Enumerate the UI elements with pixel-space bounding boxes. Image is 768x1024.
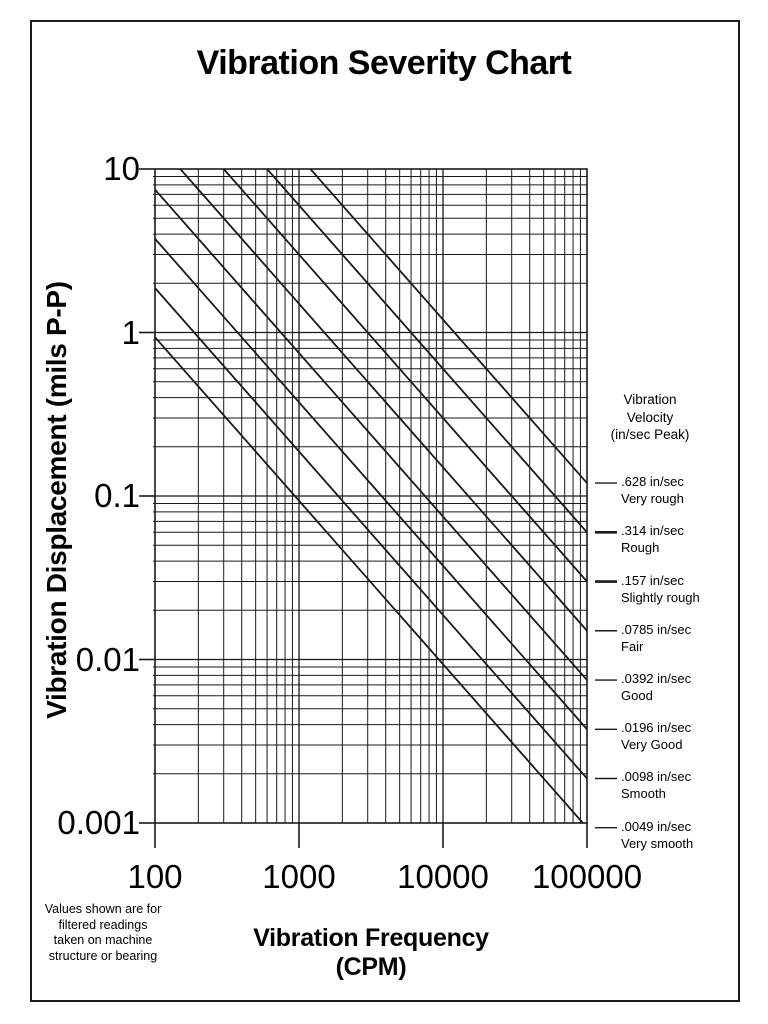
axis-ticks bbox=[139, 168, 588, 848]
footnote-line: filtered readings bbox=[58, 917, 148, 932]
legend-title-line: Vibration bbox=[623, 392, 677, 407]
footnote-line: taken on machine bbox=[53, 933, 153, 947]
major-gridlines bbox=[155, 169, 587, 823]
legend-entry-0.628: .628 in/sec Very rough bbox=[621, 473, 751, 507]
legend-value-label: .0392 in/sec bbox=[621, 671, 692, 687]
legend-severity-label: Fair bbox=[621, 638, 644, 654]
velocity-line-0.157 bbox=[223, 168, 588, 583]
legend-entry-0.314: .314 in/sec Rough bbox=[621, 522, 751, 556]
legend-title-line: Velocity bbox=[626, 409, 674, 425]
velocity-line-0.0785 bbox=[179, 168, 588, 632]
legend-entry-0.0049: .0049 in/sec Very smooth bbox=[621, 818, 751, 852]
legend-severity-label: Slightly rough bbox=[621, 589, 700, 605]
legend-entry-0.0392: .0392 in/sec Good bbox=[621, 670, 751, 704]
velocity-line-0.628 bbox=[309, 168, 588, 484]
velocity-line-0.314 bbox=[266, 168, 588, 533]
velocity-lines bbox=[154, 168, 588, 824]
footnote: Values shown are for filtered readings tak… bbox=[24, 902, 182, 964]
legend-value-label: .0785 in/sec bbox=[621, 621, 692, 637]
legend-value-label: .0049 in/sec bbox=[621, 818, 692, 834]
y-tick-label-1: 1 bbox=[121, 313, 140, 351]
page-border bbox=[30, 20, 740, 1002]
x-tick-label-100000: 100000 bbox=[531, 858, 643, 895]
legend-entry-0.0785: .0785 in/sec Fair bbox=[621, 621, 751, 655]
legend-severity-label: Good bbox=[621, 688, 653, 704]
legend-entry-0.0098: .0098 in/sec Smooth bbox=[621, 768, 751, 802]
legend-severity-label: Smooth bbox=[621, 786, 666, 802]
legend-value-label: .314 in/sec bbox=[621, 523, 684, 539]
footnote-line: structure or bearing bbox=[48, 948, 158, 963]
y-tick-label-0.1: 0.1 bbox=[94, 477, 140, 514]
footnote-line: Values shown are for bbox=[44, 902, 162, 916]
legend-severity-label: Very Good bbox=[621, 737, 683, 753]
legend-severity-label: Very rough bbox=[621, 491, 684, 507]
velocity-line-0.0049 bbox=[154, 336, 584, 824]
legend-title-line: (in/sec Peak) bbox=[610, 427, 690, 442]
legend-severity-label: Rough bbox=[621, 540, 660, 556]
legend-severity-label: Very smooth bbox=[621, 835, 694, 851]
y-tick-label-10: 10 bbox=[103, 150, 140, 187]
x-tick-label-100: 100 bbox=[127, 858, 183, 895]
velocity-line-0.0098 bbox=[154, 287, 588, 780]
legend-value-label: .0196 in/sec bbox=[621, 720, 692, 736]
legend-value-label: .157 in/sec bbox=[621, 572, 684, 588]
chart-title: Vibration Severity Chart bbox=[196, 44, 572, 82]
legend-value-label: .628 in/sec bbox=[621, 474, 684, 490]
legend-entry-0.157: .157 in/sec Slightly rough bbox=[621, 572, 751, 606]
x-tick-label-10000: 10000 bbox=[397, 858, 489, 895]
x-tick-label-1000: 1000 bbox=[262, 858, 336, 895]
y-tick-label-0.01: 0.01 bbox=[75, 640, 140, 678]
legend-dashes bbox=[595, 482, 617, 829]
legend-entry-0.0196: .0196 in/sec Very Good bbox=[621, 719, 751, 753]
x-axis-label: Vibration Frequency (CPM) bbox=[253, 924, 489, 981]
velocity-line-0.0196 bbox=[154, 238, 588, 730]
legend-title: Vibration Velocity (in/sec Peak) bbox=[588, 391, 712, 444]
y-tick-label-0.001: 0.001 bbox=[57, 804, 140, 841]
velocity-line-0.0392 bbox=[154, 188, 588, 681]
legend-value-label: .0098 in/sec bbox=[621, 769, 692, 785]
